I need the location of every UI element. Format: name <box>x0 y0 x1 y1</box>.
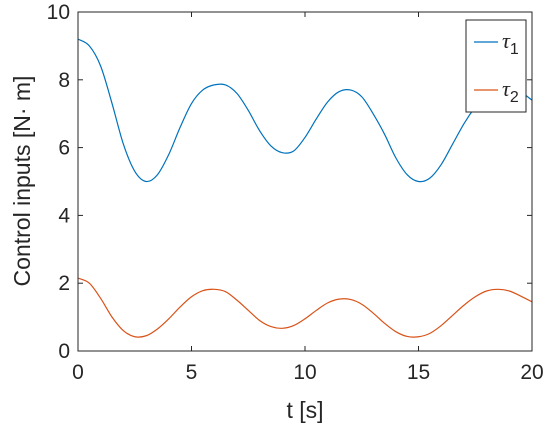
y-axis-label: Control inputs [N· m] <box>9 76 35 287</box>
series-line-tau2 <box>77 277 533 338</box>
x-tick-label: 15 <box>407 361 430 384</box>
series-layer <box>77 38 533 338</box>
y-tick-label: 6 <box>58 137 70 160</box>
x-tick-label: 20 <box>520 361 543 384</box>
series-line-tau1 <box>77 38 533 183</box>
legend-label-tau2: τ2 <box>502 76 519 106</box>
legend-box <box>465 19 527 113</box>
x-tick-label: 0 <box>72 361 84 384</box>
legend-label-tau2-base: τ <box>502 76 511 101</box>
legend-label-tau1-sub: 1 <box>510 41 519 58</box>
x-tick-label: 10 <box>293 361 316 384</box>
plot-area <box>78 12 532 351</box>
legend-label-tau1: τ1 <box>502 28 519 58</box>
y-tick-label: 8 <box>58 69 70 92</box>
y-tick-label: 0 <box>58 340 70 363</box>
legend: τ1 τ2 <box>465 19 527 113</box>
ticks-layer: 0 5 10 15 20 0 2 4 6 8 10 <box>47 1 544 384</box>
y-tick-label: 10 <box>47 1 70 24</box>
legend-label-tau1-base: τ <box>502 28 511 53</box>
legend-label-tau2-sub: 2 <box>510 89 519 106</box>
x-tick-label: 5 <box>186 361 198 384</box>
y-tick-label: 4 <box>58 204 70 227</box>
y-tick-label: 2 <box>58 272 70 295</box>
x-axis-label: t [s] <box>286 397 323 423</box>
